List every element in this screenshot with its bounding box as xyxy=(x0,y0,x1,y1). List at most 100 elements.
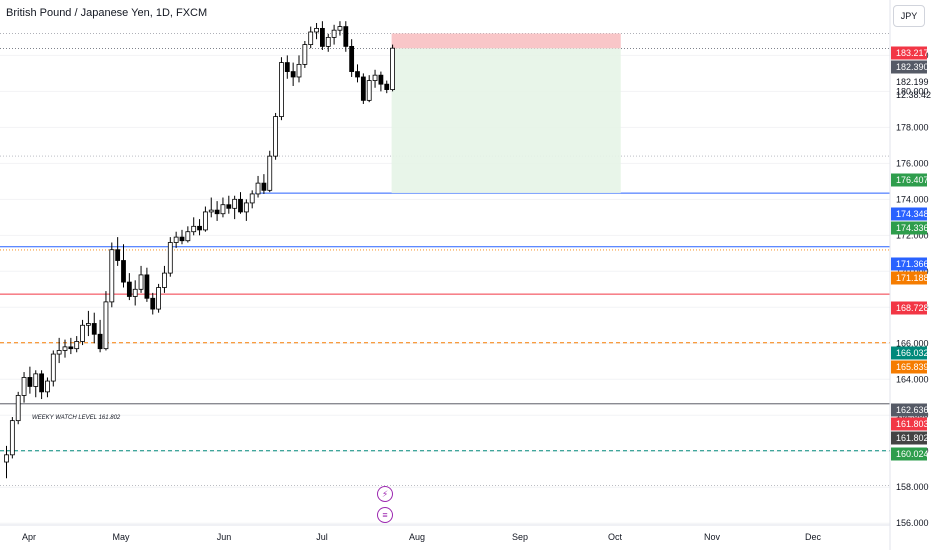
price-tag-bg xyxy=(891,360,927,374)
candle-body xyxy=(308,31,314,45)
candle-body xyxy=(185,231,191,242)
candle-body xyxy=(9,420,15,456)
candle-body xyxy=(33,373,39,387)
candle-body xyxy=(279,62,284,117)
candle-body xyxy=(68,346,74,350)
price-tag: 161.803 xyxy=(891,417,929,431)
candle-body xyxy=(80,324,85,342)
candle-body xyxy=(150,297,156,310)
candle-body xyxy=(156,287,162,310)
candle-body xyxy=(56,350,62,355)
candle-body xyxy=(214,209,220,215)
candle-body xyxy=(267,155,273,191)
price-tag-bg xyxy=(891,301,927,315)
price-tag: 174.348 xyxy=(891,207,929,221)
price-tag-bg xyxy=(891,431,927,445)
candle-body xyxy=(15,395,21,422)
price-tag: 162.636 xyxy=(891,403,929,417)
price-tag-label: 165.839 xyxy=(896,362,929,372)
price-tag-label: 161.803 xyxy=(896,419,929,429)
price-tag: 161.802 xyxy=(891,431,929,445)
currency-button[interactable]: JPY xyxy=(893,5,925,27)
candle-body xyxy=(179,236,185,242)
candle-body xyxy=(115,249,121,261)
price-tag-bg xyxy=(891,221,927,235)
position-box xyxy=(391,33,621,194)
price-tag-label: 166.032 xyxy=(896,348,929,358)
candle-body xyxy=(167,242,173,274)
candle-body xyxy=(208,209,214,213)
candle-body xyxy=(325,36,331,47)
price-tag-label: 182.390 xyxy=(896,62,929,72)
candle-body xyxy=(255,182,261,195)
candle-body xyxy=(261,182,267,191)
price-tag-label: 168.728 xyxy=(896,303,929,313)
candle-body xyxy=(50,353,56,382)
price-tag-bg xyxy=(891,346,927,360)
price-tag-label: 161.802 xyxy=(896,433,929,443)
candle-body xyxy=(378,74,384,85)
candle-body xyxy=(220,204,226,215)
candle-body xyxy=(243,202,249,213)
candle-body xyxy=(349,45,355,72)
price-tag-label: 171.188 xyxy=(896,273,929,283)
x-tick-label: Sep xyxy=(512,532,528,542)
price-tag: 176.407 xyxy=(891,173,929,187)
candle-body xyxy=(302,44,308,65)
y-tick-label: 166.000 xyxy=(896,338,929,348)
candle-body xyxy=(27,377,33,387)
price-tag: 160.024 xyxy=(891,447,929,461)
price-tag-label: 174.348 xyxy=(896,209,929,219)
candle-body xyxy=(314,27,319,33)
x-tick-label: Jun xyxy=(217,532,232,542)
y-tick-label: 172.000 xyxy=(896,230,929,240)
candle-body xyxy=(355,71,360,78)
x-tick-label: Dec xyxy=(805,532,822,542)
price-tag-label: 12:38:42 xyxy=(896,90,931,100)
take-profit-zone xyxy=(391,48,621,194)
candle-body xyxy=(372,74,378,81)
price-tag: 165.839 xyxy=(891,360,929,374)
candle-body xyxy=(74,341,80,350)
candle-body xyxy=(296,63,302,78)
candle-body xyxy=(4,454,9,463)
y-tick-label: 174.000 xyxy=(896,194,929,204)
candle-body xyxy=(62,346,68,351)
x-tick-label: Apr xyxy=(22,532,36,542)
price-tag-label: 171.366 xyxy=(896,259,929,269)
price-tag: 174.336 xyxy=(891,221,929,235)
lightning-icon[interactable]: ⚡ xyxy=(377,486,393,502)
candle-body xyxy=(284,62,290,72)
news-icon[interactable]: ≡ xyxy=(377,507,393,523)
candle-body xyxy=(226,204,232,209)
price-tag-label: 162.636 xyxy=(896,405,929,415)
x-tick-label: Oct xyxy=(608,532,623,542)
price-tag: 182.390 xyxy=(891,60,929,74)
price-tag: 171.366 xyxy=(891,257,929,271)
candle-body xyxy=(290,71,296,78)
candle-body xyxy=(390,47,396,90)
candle-body xyxy=(162,272,167,288)
price-tag-label: 160.024 xyxy=(896,449,929,459)
candle-body xyxy=(144,274,150,299)
candle-body xyxy=(331,29,337,38)
candle-body xyxy=(126,281,132,297)
candle-body xyxy=(273,116,279,157)
y-tick-label: 178.000 xyxy=(896,122,929,132)
x-tick-label: Aug xyxy=(409,532,425,542)
x-axis: Apr May Jun Jul Aug Sep Oct Nov Dec xyxy=(22,532,822,542)
y-tick-label: 164.000 xyxy=(896,374,929,384)
candle-body xyxy=(384,83,390,90)
candle-body xyxy=(202,211,208,231)
price-tag: 12:38:42 xyxy=(896,90,931,100)
weekly-level-note: WEEKY WATCH LEVEL 161.802 xyxy=(32,415,121,421)
y-tick-label: 156.000 xyxy=(896,518,929,528)
price-tags: 183.217 182.390 182.199 12:38:42 176.407 174.… xyxy=(891,46,931,461)
candle-body xyxy=(109,249,115,303)
candle-body xyxy=(343,26,349,47)
candle-body xyxy=(121,260,126,283)
price-tag-bg xyxy=(891,173,927,187)
price-tag: 171.188 xyxy=(891,271,929,285)
candles xyxy=(4,21,396,479)
